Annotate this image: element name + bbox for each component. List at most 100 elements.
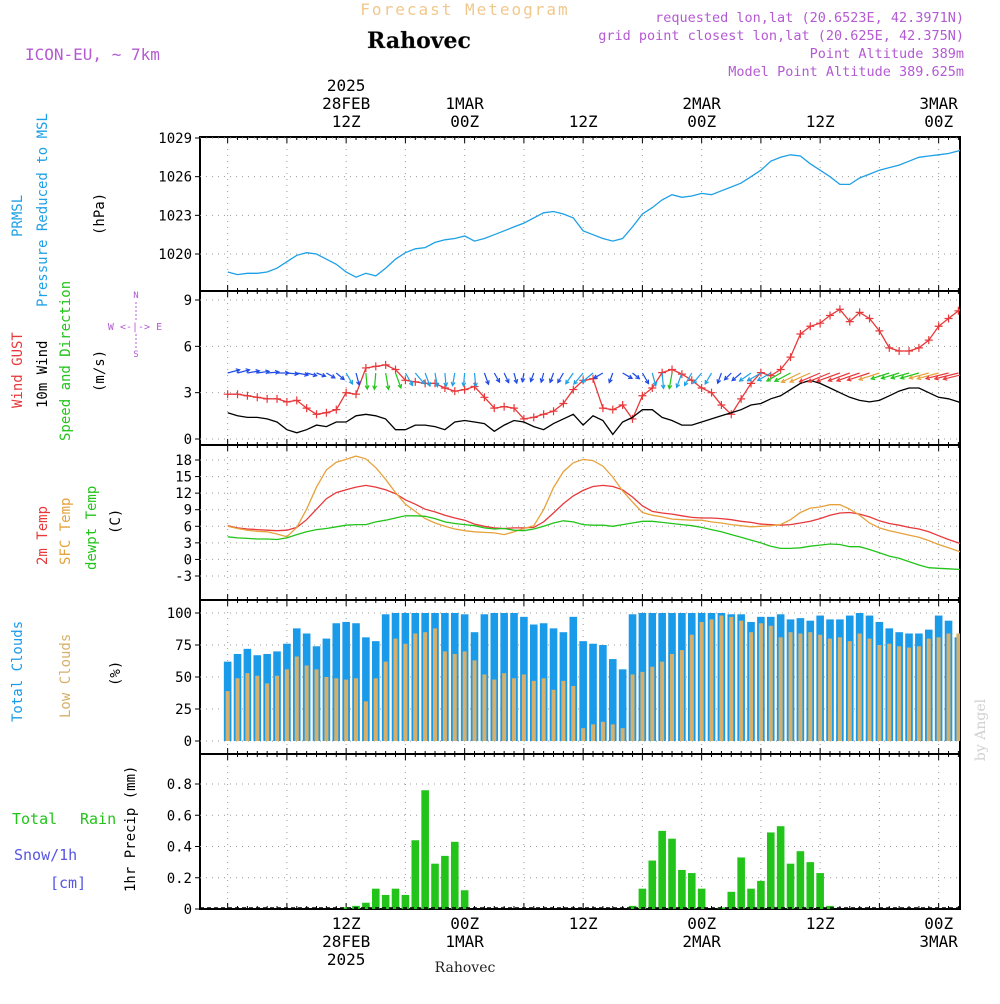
total-cloud-bar xyxy=(589,643,597,741)
gust-marker xyxy=(994,321,1000,329)
low-cloud-bar xyxy=(798,633,803,741)
wind-arrow xyxy=(580,372,594,384)
gust-marker xyxy=(371,362,380,371)
cloud-unit: (%) xyxy=(108,661,124,686)
gust-marker xyxy=(598,404,607,413)
wind-arrow xyxy=(345,372,354,385)
low-cloud-bar xyxy=(413,633,418,741)
wind-arrow xyxy=(257,369,271,375)
gust-marker xyxy=(826,311,835,320)
time-label: 2MAR xyxy=(682,932,721,951)
wind-arrow xyxy=(424,372,432,388)
low-cloud-bar xyxy=(778,637,783,741)
time-label: 12Z xyxy=(569,112,598,131)
rain-bar xyxy=(796,851,805,909)
low-cloud-bar xyxy=(383,661,388,741)
wind-arrow xyxy=(723,372,732,381)
time-label: 12Z xyxy=(569,914,598,933)
low-cloud-bar xyxy=(620,728,625,741)
low-cloud-bar xyxy=(739,620,744,741)
gust-marker xyxy=(835,305,844,314)
wind-arrow xyxy=(731,372,742,382)
y-tick-label: 12 xyxy=(175,486,192,502)
precip-unit: 1hr Precip (mm) xyxy=(123,766,139,892)
plot-area xyxy=(200,790,960,909)
time-label: 1MAR xyxy=(445,94,484,113)
low-cloud-bar xyxy=(452,653,457,741)
series-line-dewpt-temp xyxy=(227,515,960,571)
gust-marker xyxy=(638,391,647,400)
y-tick-label: 0 xyxy=(184,734,192,750)
gust-marker xyxy=(263,394,272,403)
time-label: 28FEB xyxy=(322,932,370,951)
wind-arrow xyxy=(548,372,555,384)
rain-bar xyxy=(658,830,666,909)
series-line-sfc-temp xyxy=(227,455,960,553)
y-tick-label: 18 xyxy=(175,453,192,469)
low-cloud-bar xyxy=(462,651,467,741)
gust-marker xyxy=(875,326,884,335)
wind-arrow xyxy=(756,372,772,382)
wind-arrow xyxy=(899,372,920,380)
rain-bar xyxy=(727,891,736,909)
cloud-label-low: Low Clouds xyxy=(58,634,74,718)
cloud-panel: 0 25 50 75 100 xyxy=(167,599,961,755)
total-cloud-bar xyxy=(549,628,558,741)
gust-marker xyxy=(944,314,953,323)
y-tick-label: 0 xyxy=(184,552,192,568)
series-line-2m-temp xyxy=(227,484,960,544)
low-cloud-bar xyxy=(591,724,596,741)
wind-label-10m: 10m Wind xyxy=(35,341,51,408)
gust-marker xyxy=(381,360,390,369)
low-cloud-bar xyxy=(324,677,329,741)
wind-arrow xyxy=(716,372,722,385)
rain-bar xyxy=(737,857,745,909)
time-label: 2MAR xyxy=(682,94,721,113)
wind-arrow xyxy=(414,372,426,385)
y-tick-label: 3 xyxy=(184,386,192,402)
gust-marker xyxy=(391,365,400,374)
y-tick-label: 1029 xyxy=(158,131,192,147)
gust-marker xyxy=(924,336,933,345)
rain-bar xyxy=(381,894,390,909)
wind-arrow xyxy=(683,372,693,387)
rain-bar xyxy=(362,902,370,909)
location-title: Rahovec xyxy=(367,28,471,54)
rain-bar xyxy=(460,890,469,909)
wind-arrow xyxy=(529,372,535,383)
panel-frame xyxy=(199,753,961,910)
gust-marker xyxy=(460,385,469,394)
y-tick-label: 0.6 xyxy=(167,808,192,824)
low-cloud-bar xyxy=(512,678,517,741)
wind-arrow xyxy=(924,372,949,381)
low-cloud-bar xyxy=(363,701,368,741)
rain-bar xyxy=(628,905,637,909)
low-cloud-bar xyxy=(828,638,833,741)
gust-marker xyxy=(223,390,232,399)
low-cloud-bar xyxy=(679,650,684,741)
pressure-label-prmsl: PRMSL xyxy=(10,195,26,237)
wind-arrow xyxy=(394,372,403,390)
plot-area xyxy=(227,455,960,571)
series-line-wind-gust xyxy=(227,308,960,421)
gust-marker xyxy=(776,365,785,374)
total-cloud-bar xyxy=(362,637,370,741)
low-cloud-bar xyxy=(334,678,339,741)
wind-arrow xyxy=(692,372,703,385)
y-tick-label: 1023 xyxy=(158,208,192,224)
gust-marker xyxy=(569,385,578,394)
gust-marker xyxy=(707,388,716,397)
point-altitude: Point Altitude 389m xyxy=(810,46,964,62)
rain-bar xyxy=(648,860,657,909)
wind-arrow xyxy=(461,372,467,388)
low-cloud-bar xyxy=(265,683,270,741)
y-tick-label: 1020 xyxy=(158,247,192,263)
low-cloud-bar xyxy=(689,634,694,741)
low-cloud-bar xyxy=(926,638,931,741)
low-cloud-bar xyxy=(354,678,359,741)
y-tick-label: 9 xyxy=(184,293,192,309)
low-cloud-bar xyxy=(808,632,813,741)
